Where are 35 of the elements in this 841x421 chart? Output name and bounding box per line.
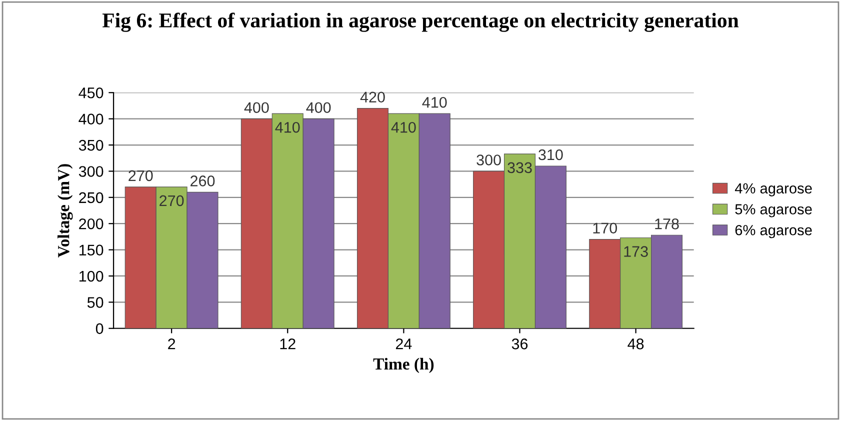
legend-label: 5% agarose xyxy=(735,204,812,218)
y-tick-label: 250 xyxy=(79,192,104,204)
x-tick-label: 12 xyxy=(280,338,296,350)
data-label: 170 xyxy=(593,222,617,234)
x-tick-label: 24 xyxy=(396,338,412,350)
y-tick-label: 0 xyxy=(96,323,104,334)
legend-label: 6% agarose xyxy=(735,224,812,238)
y-tick-label: 150 xyxy=(79,244,104,256)
y-tick-label: 100 xyxy=(79,270,104,282)
data-label: 333 xyxy=(508,162,532,174)
data-label: 310 xyxy=(538,149,563,160)
data-label: 410 xyxy=(275,122,300,133)
y-tick-label: 350 xyxy=(78,140,104,151)
data-label: 300 xyxy=(476,154,501,166)
data-label: 260 xyxy=(190,176,215,186)
data-label: 270 xyxy=(128,170,153,182)
x-tick-label: 2 xyxy=(168,338,176,350)
x-tick-label: 36 xyxy=(512,338,528,350)
chart-title: Fig 6: Effect of variation in agarose percentage on electricity generation xyxy=(102,12,739,32)
y-tick-label: 450 xyxy=(78,87,104,98)
data-label: 173 xyxy=(624,246,648,257)
data-label: 270 xyxy=(160,195,184,206)
data-label: 420 xyxy=(360,92,385,103)
data-label: 410 xyxy=(391,122,416,133)
x-tick-label: 48 xyxy=(628,338,644,350)
data-label: 410 xyxy=(422,96,447,108)
y-tick-label: 50 xyxy=(87,297,104,308)
data-label: 400 xyxy=(306,102,331,114)
y-tick-label: 300 xyxy=(78,166,104,177)
x-axis-title: Time (h) xyxy=(373,358,434,374)
data-label: 400 xyxy=(244,102,269,114)
y-tick-label: 200 xyxy=(79,218,104,230)
y-tick-label: 400 xyxy=(78,114,104,124)
y-axis-title: Voltage (mV) xyxy=(58,164,73,258)
legend-label: 4% agarose xyxy=(734,183,812,196)
